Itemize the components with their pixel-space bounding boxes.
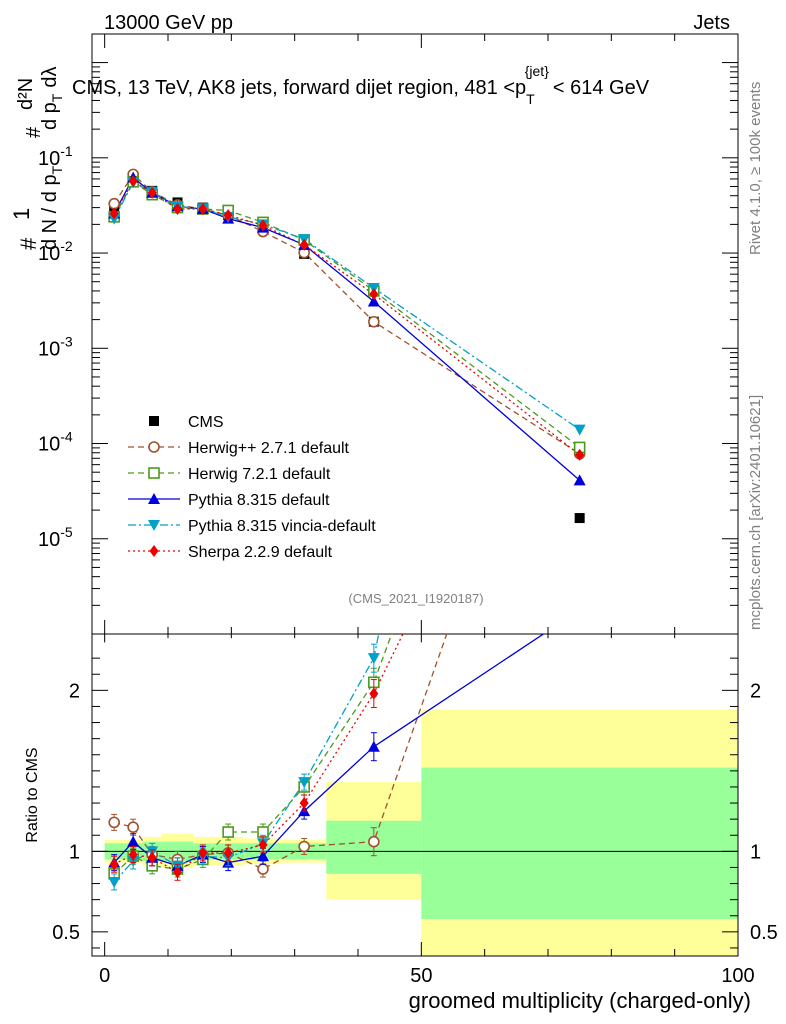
ratio-y-tick-label: 1 [69,841,80,863]
rivet-version: Rivet 4.1.0, ≥ 100k events [747,82,764,255]
sherpa-2-2-9-default-ratio-point [128,848,138,861]
svg-text:d²N: d²N [15,78,37,110]
band-inner [421,767,738,919]
herwig-2-7-1-default-point [108,197,120,210]
series-curves [113,173,581,883]
axis-ticks [92,34,739,956]
pythia-8-315-default-ratio-line [113,634,545,867]
legend-label-pythia-8-315-default: Pythia 8.315 default [188,492,330,509]
x-tick-label: 0 [99,965,110,987]
pythia-8-315-vincia-default-ratio-point [298,777,311,789]
analysis-id: (CMS_2021_I1920187) [348,591,483,606]
svg-text:d pTdλ: d pTdλ [39,67,65,131]
legend-label-herwig-7-2-1-default: Herwig 7.2.1 default [188,466,331,483]
mcplots-credit: mcplots.cern.ch [arXiv:2401.10621] [747,395,764,630]
svg-text:1: 1 [9,208,34,220]
ratio-uncertainty-bands [104,709,738,956]
plot-title: CMS, 13 TeV, AK8 jets, forward dijet reg… [72,63,650,107]
header-right: Jets [693,12,730,34]
sherpa-2-2-9-default-point [299,238,309,251]
sherpa-2-2-9-default-point [173,203,182,216]
herwig-7-2-1-default-line [113,180,581,448]
legend-label-pythia-8-315-vincia-default: Pythia 8.315 vincia-default [188,518,376,535]
sherpa-2-2-9-default-ratio-point [147,851,157,864]
svg-text:#: # [23,126,45,138]
legend-label-herwig-2-7-1-default: Herwig++ 2.7.1 default [188,440,350,457]
herwig-2-7-1-default-line [113,173,581,455]
header-left: 13000 GeV pp [104,12,233,34]
ratio-y-tick-label-right: 1 [750,841,761,863]
tick-labels: 0 50 100 10-5 10-4 10-3 10-2 10-1 0.5 0.5 1 1 2 2 [38,143,778,987]
herwig-2-7-1-default-ratio-point [257,863,269,875]
legend-marker-cms [149,416,159,426]
y-tick-label: 10-5 [38,524,73,551]
legend-label-cms: CMS [188,414,224,431]
pythia-8-315-default-ratio-point [257,850,269,862]
sherpa-2-2-9-default-ratio-point [299,797,309,810]
pythia-8-315-default-point [573,474,586,486]
sherpa-2-2-9-default-ratio-point [198,846,208,859]
ratio-frame [91,633,739,957]
sherpa-2-2-9-default-point [223,209,233,222]
sherpa-2-2-9-default-ratio-point [173,866,182,879]
plot-frames [91,33,739,957]
y-tick-label: 10-4 [38,429,73,456]
herwig-2-7-1-default-ratio-line [114,634,448,870]
pythia-8-315-vincia-default-ratio-point [108,876,121,888]
pythia-8-315-vincia-default-ratio-point [367,653,380,665]
sherpa-2-2-9-default-point [147,186,157,199]
cms-data-point [574,513,585,524]
y-tick-label: 10-3 [38,333,73,360]
svg-text:#: # [16,237,41,250]
x-tick-label: 50 [410,965,432,987]
pythia-8-315-default-line [113,176,581,481]
sherpa-2-2-9-default-ratio-line [113,634,404,874]
sherpa-2-2-9-default-point [369,288,379,301]
legend-label-sherpa-2-2-9-default: Sherpa 2.2.9 default [188,544,333,561]
herwig-7-2-1-default-ratio-point [222,826,234,838]
sherpa-2-2-9-default-ratio-point [369,687,379,700]
sherpa-2-2-9-default-ratio-point [109,858,119,871]
y-tick-label: 10-1 [38,143,73,170]
ratio-y-tick-label-right: 2 [750,680,761,702]
herwig-2-7-1-default-ratio-point [298,840,310,853]
legend-marker-sherpa-2-2-9-default [149,545,159,557]
sherpa-2-2-9-default-point [198,203,208,216]
svg-text:d N / d pT: d N / d pT [39,165,65,250]
pythia-8-315-default-ratio-point [367,740,380,752]
herwig-2-7-1-default-ratio-point [127,821,139,834]
sherpa-2-2-9-default-line [113,180,581,456]
sherpa-2-2-9-default-point [109,207,119,220]
y-axis-label-main: # 1 d N / d pT # d²N d pTdλ [9,67,65,251]
sherpa-2-2-9-default-point [258,219,268,232]
sherpa-2-2-9-default-point [575,448,585,461]
y-axis-label-ratio: Ratio to CMS [24,747,41,842]
x-axis-label: groomed multiplicity (charged-only) [409,988,751,1013]
pythia-8-315-vincia-default-point [573,424,586,436]
ratio-y-tick-label: 0.5 [52,922,80,944]
legend: CMS Herwig++ 2.7.1 default Herwig 7.2.1 de… [128,414,376,561]
herwig-2-7-1-default-point [368,315,380,328]
legend-marker-herwig-2-7-1-default [148,441,160,453]
herwig-2-7-1-default-ratio-point [368,835,380,848]
series-markers [108,168,586,891]
ratio-y-tick-label-right: 0.5 [750,922,778,944]
x-tick-label: 100 [721,965,754,987]
ratio-y-tick-label: 2 [69,680,80,702]
y-tick-label: 10-2 [38,238,73,265]
herwig-2-7-1-default-ratio-point [108,816,120,829]
legend-marker-herwig-7-2-1-default [148,467,160,479]
sherpa-2-2-9-default-ratio-point [258,838,268,851]
legend-marker-pythia-8-315-vincia-default [148,520,160,531]
sherpa-2-2-9-default-ratio-point [223,846,233,859]
legend-marker-pythia-8-315-default [148,493,160,504]
pythia-8-315-default-ratio-point [127,835,140,847]
herwig-7-2-1-default-ratio-line [113,634,393,875]
pythia-8-315-vincia-default-line [113,181,581,431]
sherpa-2-2-9-default-point [128,175,138,188]
pythia-8-315-default-point [367,295,380,307]
